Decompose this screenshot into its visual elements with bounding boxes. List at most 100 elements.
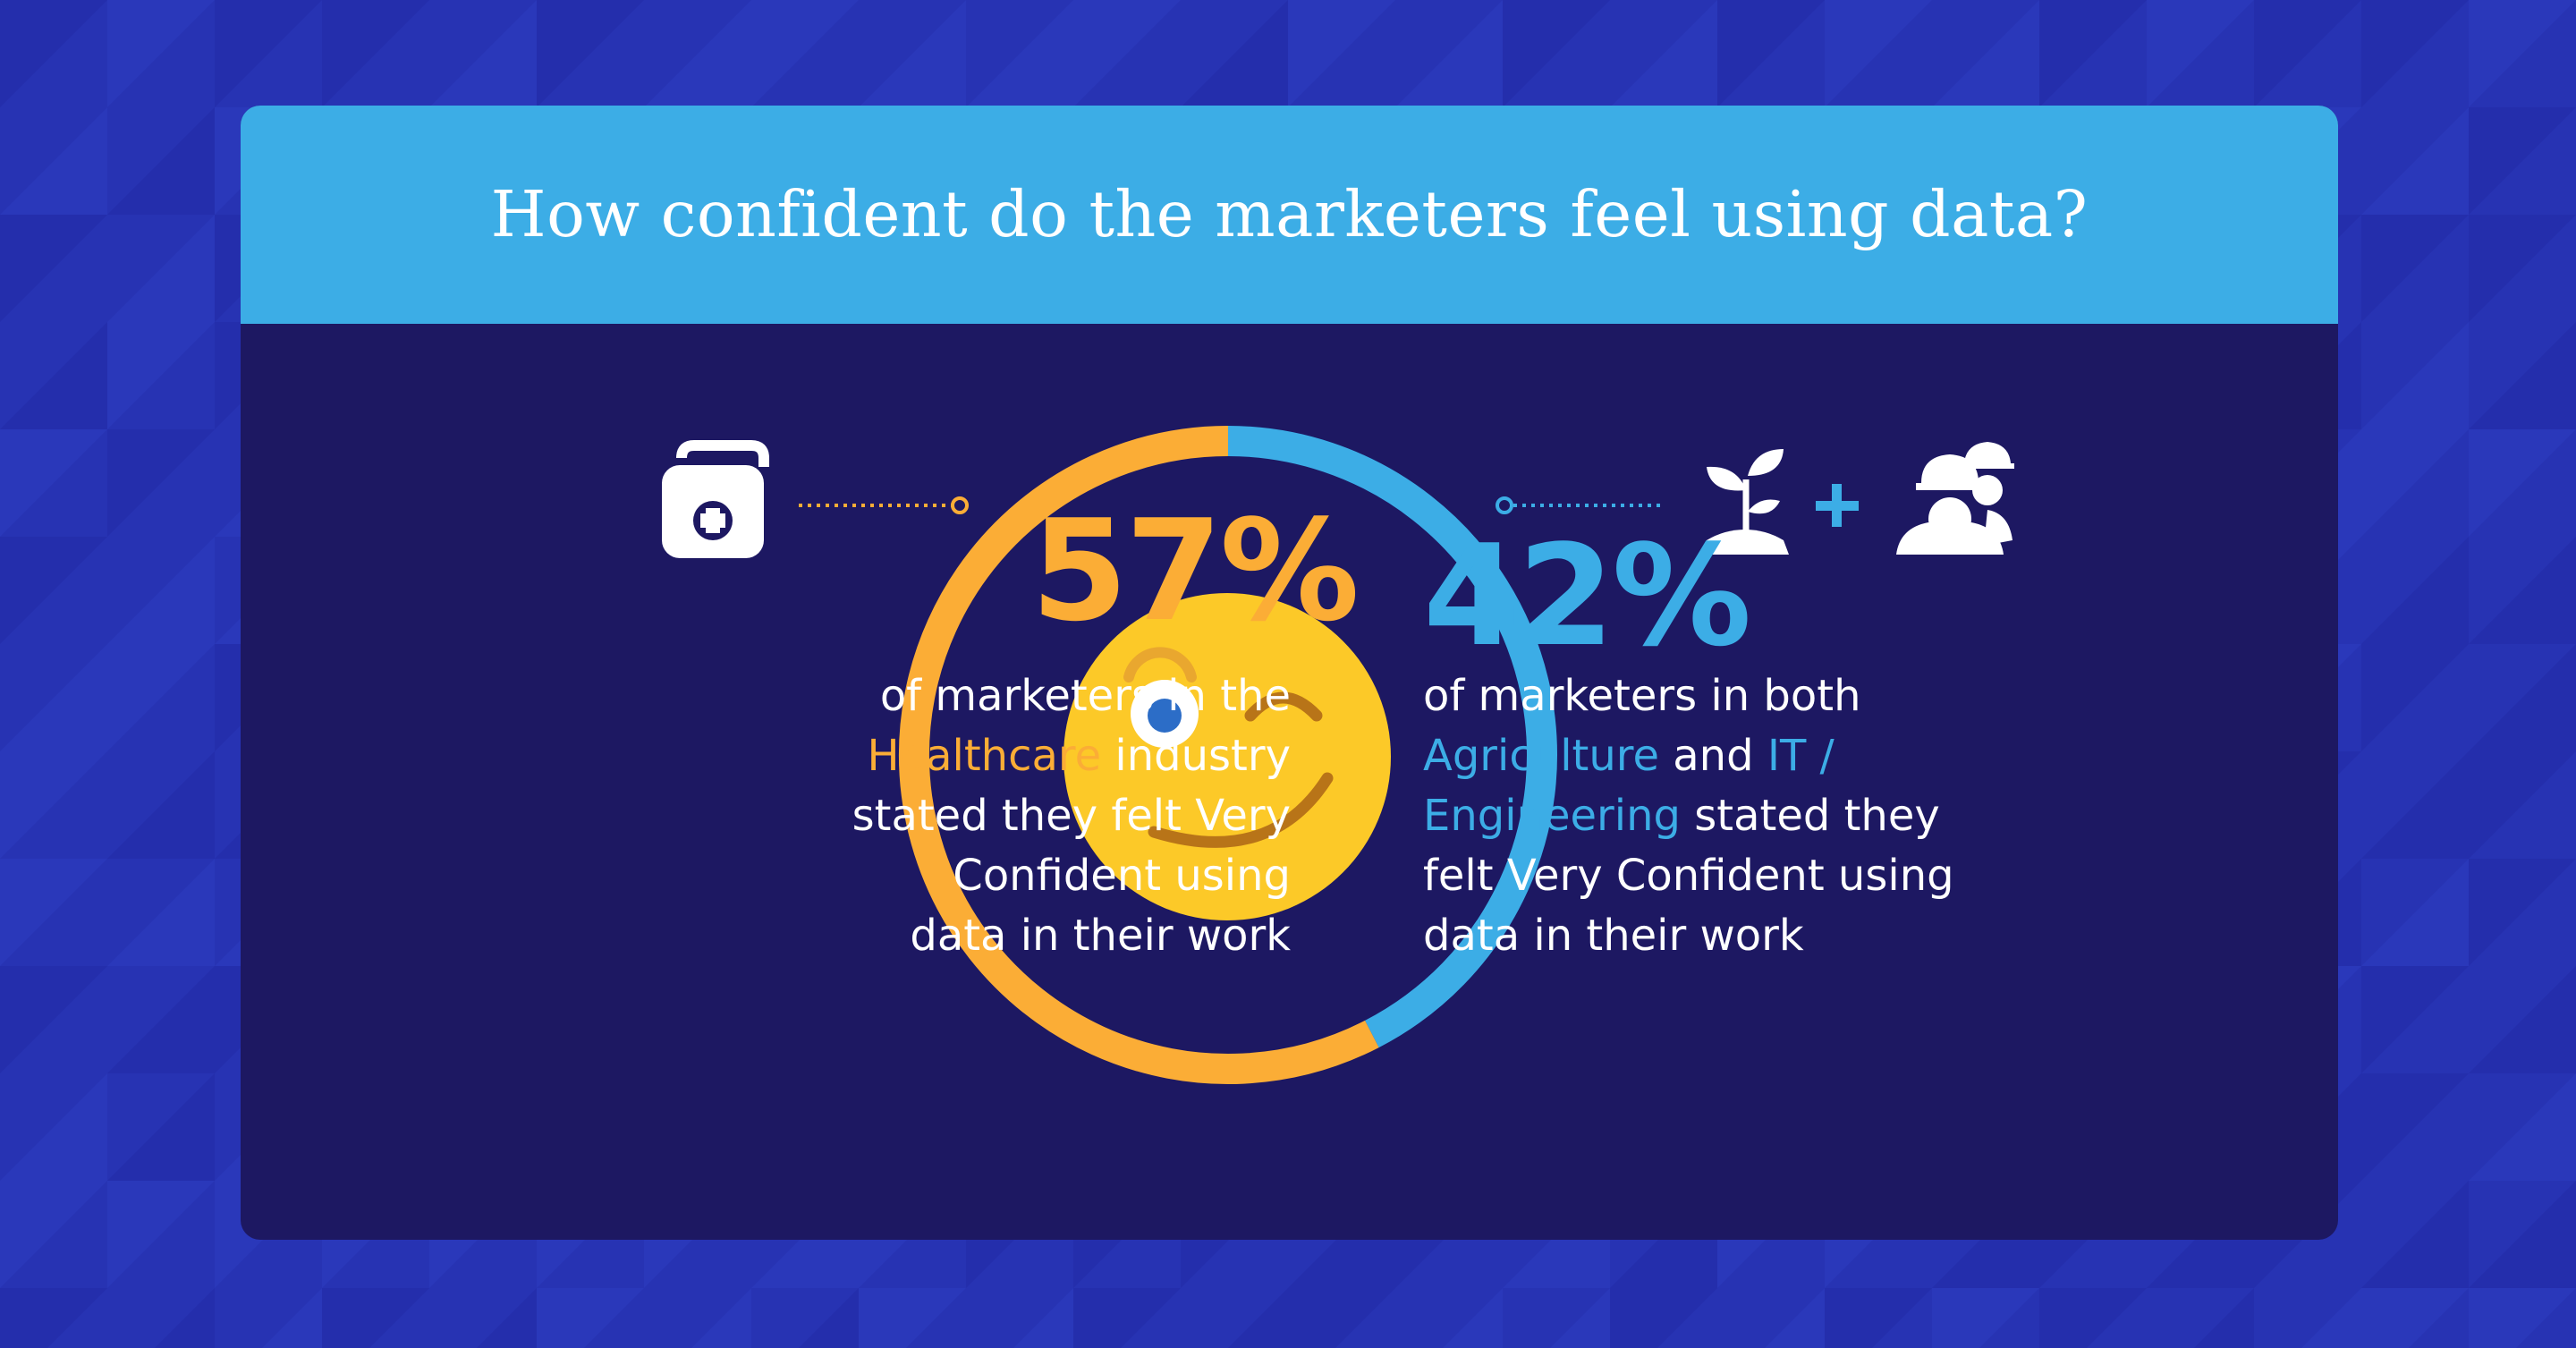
background-tile bbox=[2469, 215, 2576, 322]
desc-line: Healthcare industry bbox=[826, 726, 1291, 786]
agriculture-highlight: Agriculture bbox=[1423, 731, 1659, 781]
background-tile bbox=[215, 0, 322, 107]
right-connector bbox=[1496, 496, 1662, 514]
background-tile bbox=[262, 1288, 322, 1348]
background-tile bbox=[1765, 1288, 1825, 1348]
background-tile bbox=[2469, 0, 2576, 107]
desc-line: Confident using bbox=[953, 851, 1291, 901]
healthcare-percent: 57% bbox=[1030, 489, 1360, 652]
background-tile bbox=[2469, 1288, 2576, 1348]
medical-kit-icon bbox=[662, 440, 769, 558]
background-tile bbox=[107, 429, 215, 537]
background-tile bbox=[2361, 537, 2469, 644]
desc-line: Agriculture and IT / bbox=[1423, 726, 1978, 786]
healthcare-description: of marketers in the Healthcare industry … bbox=[826, 666, 1291, 966]
desc-text: industry bbox=[1101, 731, 1291, 781]
background-tile bbox=[107, 1181, 215, 1288]
background-tile bbox=[1932, 1288, 2039, 1348]
background-tile bbox=[2361, 429, 2469, 537]
donut-segment-healthcare bbox=[899, 426, 1379, 1084]
healthcare-highlight: Healthcare bbox=[867, 731, 1102, 781]
background-tile bbox=[2361, 751, 2469, 859]
engineering-highlight: Engineering bbox=[1423, 791, 1681, 841]
background-tile bbox=[107, 322, 215, 429]
background-tile bbox=[2361, 1073, 2469, 1181]
background-tile bbox=[2194, 1288, 2254, 1348]
desc-text: and bbox=[1658, 731, 1767, 781]
desc-line: data in their work bbox=[1423, 911, 1804, 961]
desc-line: of marketers in both bbox=[1423, 671, 1861, 721]
background-tile bbox=[429, 0, 537, 107]
background-tile bbox=[1288, 1288, 1395, 1348]
background-tile bbox=[107, 0, 215, 107]
background-tile bbox=[0, 215, 107, 322]
background-tile bbox=[0, 859, 107, 966]
background-tile bbox=[2254, 0, 2361, 107]
background-tile bbox=[2361, 322, 2469, 429]
desc-line: stated they felt Very bbox=[852, 791, 1291, 841]
background-tile bbox=[2469, 1181, 2576, 1288]
background-tile bbox=[2469, 1073, 2576, 1181]
background-tile bbox=[751, 0, 859, 107]
background-tile bbox=[107, 751, 215, 859]
background-tile bbox=[0, 966, 107, 1073]
winking-smiley-icon bbox=[1063, 593, 1391, 920]
background-tile bbox=[0, 1288, 107, 1348]
background-tile bbox=[477, 1288, 537, 1348]
background-tile bbox=[0, 1073, 107, 1181]
background-tile bbox=[1932, 0, 2039, 107]
background-tile bbox=[1395, 0, 1503, 107]
background-tile bbox=[107, 859, 215, 966]
background-tile bbox=[859, 1288, 966, 1348]
background-tile bbox=[2147, 0, 2254, 107]
background-tile bbox=[1610, 0, 1717, 107]
background-tile bbox=[322, 1288, 429, 1348]
background-tile bbox=[2469, 429, 2576, 537]
background-tile bbox=[0, 644, 107, 751]
background-tile bbox=[107, 1073, 215, 1181]
background-tile bbox=[644, 0, 751, 107]
background-tile bbox=[0, 107, 107, 215]
left-connector bbox=[799, 496, 969, 514]
donut-segment-agriculture-it bbox=[1227, 426, 1557, 1048]
background-tile bbox=[537, 1288, 644, 1348]
background-tile bbox=[2469, 859, 2576, 966]
background-tile bbox=[2361, 1181, 2469, 1288]
background-tile bbox=[1610, 1288, 1717, 1348]
background-tile bbox=[966, 0, 1073, 107]
background-tile bbox=[799, 1288, 859, 1348]
background-tile bbox=[107, 966, 215, 1073]
desc-line: felt Very Confident using bbox=[1423, 851, 1954, 901]
background-tile bbox=[859, 0, 966, 107]
background-tile bbox=[0, 751, 107, 859]
background-tile bbox=[2361, 1288, 2469, 1348]
background-tile bbox=[1181, 0, 1288, 107]
background-tile bbox=[537, 0, 644, 107]
engineers-icon bbox=[1896, 442, 2014, 555]
background-tile bbox=[1013, 1288, 1073, 1348]
background-tile bbox=[0, 537, 107, 644]
background-tile bbox=[2361, 215, 2469, 322]
background-tile bbox=[2469, 966, 2576, 1073]
background-tile bbox=[2361, 644, 2469, 751]
background-tile bbox=[1443, 1288, 1503, 1348]
background-tile bbox=[2361, 966, 2469, 1073]
background-tile bbox=[1825, 1288, 1932, 1348]
background-tile bbox=[155, 1288, 215, 1348]
page-title: How confident do the marketers feel usin… bbox=[490, 177, 2089, 251]
background-tile bbox=[1073, 1288, 1181, 1348]
background-tile bbox=[0, 1181, 107, 1288]
agriculture-it-percent: 42% bbox=[1423, 514, 1751, 677]
background-tile bbox=[2469, 322, 2576, 429]
desc-line: data in their work bbox=[910, 911, 1291, 961]
background-tile bbox=[1288, 0, 1395, 107]
background-tile bbox=[691, 1288, 751, 1348]
background-tile bbox=[2469, 537, 2576, 644]
background-tile bbox=[107, 537, 215, 644]
it-highlight: IT / bbox=[1767, 731, 1835, 781]
plant-sprout-icon bbox=[1701, 449, 1789, 555]
background-tile bbox=[107, 215, 215, 322]
background-tile bbox=[0, 429, 107, 537]
background-tile bbox=[2361, 0, 2469, 107]
